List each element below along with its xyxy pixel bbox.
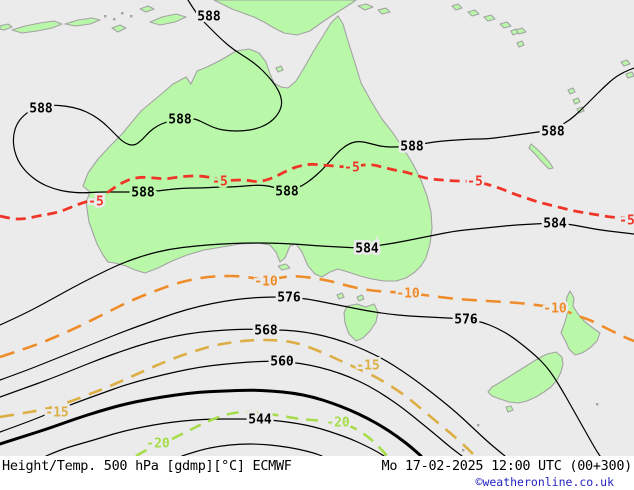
landmass-solomon-1 bbox=[451, 3, 463, 11]
temp-contour--15 bbox=[0, 338, 476, 456]
contour-label-588: 588 bbox=[131, 186, 155, 201]
map-datetime: Mo 17-02-2025 12:00 UTC (00+300) bbox=[381, 458, 633, 474]
landmass-vanuatu-3 bbox=[567, 87, 576, 95]
contour-label--5: -5 bbox=[212, 175, 228, 190]
contour-label-588: 588 bbox=[400, 140, 424, 155]
landmass-australia bbox=[82, 15, 433, 282]
landmass-new-caledonia bbox=[528, 143, 554, 170]
landmass-kangaroo-island bbox=[277, 263, 291, 271]
islet-speck bbox=[113, 18, 116, 21]
islet-speck bbox=[477, 424, 480, 427]
islet-speck bbox=[121, 12, 124, 15]
landmass-timor bbox=[11, 20, 63, 34]
height-contour-552 bbox=[0, 388, 423, 456]
landmass-groote-eylandt bbox=[275, 65, 284, 73]
landmass-nz-north-island bbox=[560, 290, 601, 356]
weather-map: 588 588 588 588 588 588 588 584 584 576 576 568 560 5… bbox=[0, 0, 634, 456]
islet-speck bbox=[462, 449, 465, 452]
landmass-tanimbar bbox=[111, 24, 127, 33]
height-contour-540 bbox=[181, 443, 323, 456]
landmass-solomon-3 bbox=[483, 14, 496, 22]
landmass-new-britain bbox=[357, 3, 374, 11]
land-layer bbox=[0, 0, 634, 452]
contour-label-568: 568 bbox=[254, 324, 278, 339]
map-title: Height/Temp. 500 hPa [gdmp][°C] ECMWF bbox=[2, 458, 292, 474]
height-contour-576 bbox=[0, 296, 601, 456]
contour-label--15: -15 bbox=[356, 359, 379, 374]
height-contour-544 bbox=[45, 418, 385, 456]
landmass-new-ireland bbox=[377, 7, 391, 15]
landmass-bass-strait-island-2 bbox=[356, 294, 365, 302]
landmass-tasmania bbox=[343, 303, 379, 342]
contour-label-588: 588 bbox=[197, 10, 221, 25]
landmass-fiji-1 bbox=[620, 59, 631, 67]
islet-speck bbox=[104, 15, 107, 18]
contour-label--20: -20 bbox=[326, 416, 350, 431]
contour-label-588: 588 bbox=[29, 102, 53, 117]
height-contour-560 bbox=[0, 360, 463, 456]
landmass-solomon-4 bbox=[499, 21, 512, 29]
footer: Height/Temp. 500 hPa [gdmp][°C] ECMWF Mo… bbox=[0, 456, 634, 489]
contour-label-588: 588 bbox=[275, 185, 299, 200]
landmass-vanuatu-1 bbox=[510, 28, 519, 36]
landmass-vanuatu-4 bbox=[572, 97, 581, 105]
temp-contour--5 bbox=[0, 162, 634, 221]
landmass-stewart-island bbox=[505, 405, 514, 413]
height-contour-568 bbox=[0, 328, 506, 456]
landmass-kai-islands bbox=[139, 5, 155, 13]
copyright-link[interactable]: ©weatheronline.co.uk bbox=[475, 475, 614, 489]
landmass-solomon-2 bbox=[467, 9, 480, 17]
contour-label-584: 584 bbox=[355, 242, 379, 257]
contour-label--10: -10 bbox=[254, 275, 278, 290]
landmass-new-guinea bbox=[213, 0, 357, 36]
contour-label-layer: 588 588 588 588 588 588 588 584 584 576 576 568 560 5… bbox=[27, 7, 634, 454]
contour-label-588: 588 bbox=[541, 125, 565, 140]
landmass-vanuatu-2 bbox=[516, 40, 525, 48]
landmass-flores bbox=[64, 17, 101, 27]
contour-label--5: -5 bbox=[619, 214, 634, 229]
landmass-seram bbox=[149, 13, 187, 26]
height-contour-588 bbox=[12, 0, 634, 194]
islet-speck bbox=[596, 403, 599, 406]
contour-label-588: 588 bbox=[168, 113, 192, 128]
height-contour-584 bbox=[0, 222, 634, 326]
contour-label-544: 544 bbox=[248, 413, 272, 428]
height-contour-layer bbox=[0, 0, 634, 456]
contour-label--20: -20 bbox=[146, 437, 170, 452]
landmass-sumba bbox=[0, 23, 13, 31]
contour-label--5: -5 bbox=[344, 161, 360, 176]
contour-label--5: -5 bbox=[467, 175, 483, 190]
temp-contour--10 bbox=[0, 274, 634, 359]
contour-label--5: -5 bbox=[88, 195, 104, 210]
contour-label-576: 576 bbox=[277, 291, 301, 306]
temp-contour-layer bbox=[0, 162, 634, 456]
islet-speck bbox=[130, 15, 133, 18]
landmass-bass-strait-island-1 bbox=[336, 292, 345, 300]
temp-contour--20 bbox=[135, 410, 388, 456]
contour-label--15: -15 bbox=[45, 406, 68, 421]
landmass-fiji-2 bbox=[625, 71, 634, 79]
contour-label-576: 576 bbox=[454, 313, 478, 328]
contour-label-560: 560 bbox=[270, 355, 294, 370]
contour-label--10: -10 bbox=[396, 287, 420, 302]
contour-label--10: -10 bbox=[543, 302, 567, 317]
contour-label-584: 584 bbox=[543, 217, 567, 232]
